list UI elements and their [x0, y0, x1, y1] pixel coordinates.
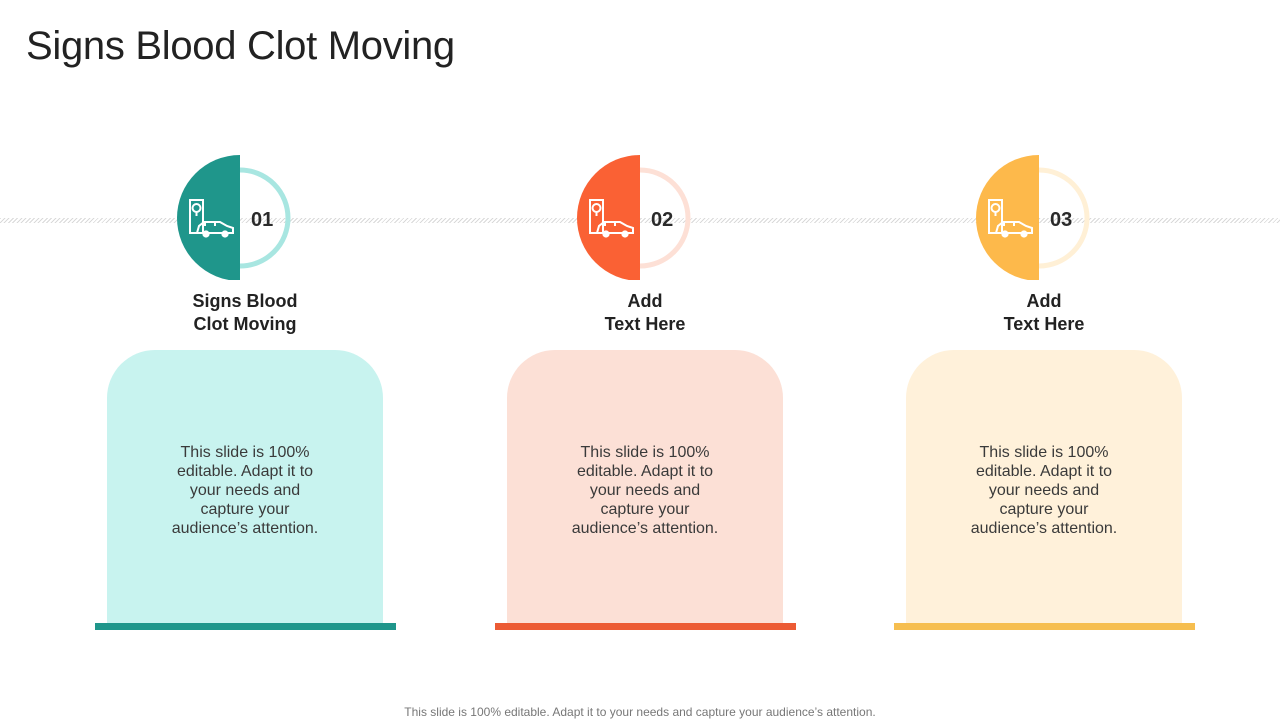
- step-description: This slide is 100% editable. Adapt it to…: [171, 444, 319, 537]
- step-label-line-2: Text Here: [1003, 314, 1085, 334]
- step-badge: 02: [577, 155, 691, 280]
- step-number: 01: [251, 209, 273, 231]
- badge-half-circle: [177, 155, 240, 280]
- step-label: Add Text Here: [914, 290, 1174, 336]
- badge-half-circle: [976, 155, 1039, 280]
- step-number: 02: [651, 209, 673, 231]
- step-badge: 01: [177, 155, 291, 280]
- step-label-line-2: Text Here: [604, 314, 686, 334]
- step-label-line-1: Add: [627, 291, 663, 311]
- step-label-line-1: Add: [1026, 291, 1062, 311]
- step-baseline: [495, 623, 796, 630]
- step-label-line-1: Signs Blood: [192, 291, 298, 311]
- step-badge: 03: [976, 155, 1090, 280]
- step-3: 03 Add Text Here This slide is 100% edit…: [894, 0, 1195, 720]
- step-2: 02 Add Text Here This slide is 100% edit…: [495, 0, 796, 720]
- footer-note: This slide is 100% editable. Adapt it to…: [404, 705, 876, 719]
- step-card: This slide is 100% editable. Adapt it to…: [906, 350, 1182, 625]
- car-location-icon: [189, 199, 234, 238]
- step-baseline: [95, 623, 396, 630]
- step-label-line-2: Clot Moving: [193, 314, 297, 334]
- car-location-icon: [589, 199, 634, 238]
- step-description: This slide is 100% editable. Adapt it to…: [571, 444, 719, 537]
- page-title: Signs Blood Clot Moving: [26, 24, 455, 68]
- step-description: This slide is 100% editable. Adapt it to…: [970, 444, 1118, 537]
- car-location-icon: [988, 199, 1033, 238]
- badge-half-circle: [577, 155, 640, 280]
- step-label: Add Text Here: [515, 290, 775, 336]
- step-number: 03: [1050, 209, 1072, 231]
- step-card: This slide is 100% editable. Adapt it to…: [107, 350, 383, 625]
- step-1: 01 Signs Blood Clot Moving This slide is…: [95, 0, 396, 720]
- step-label: Signs Blood Clot Moving: [115, 290, 375, 336]
- step-baseline: [894, 623, 1195, 630]
- step-card: This slide is 100% editable. Adapt it to…: [507, 350, 783, 625]
